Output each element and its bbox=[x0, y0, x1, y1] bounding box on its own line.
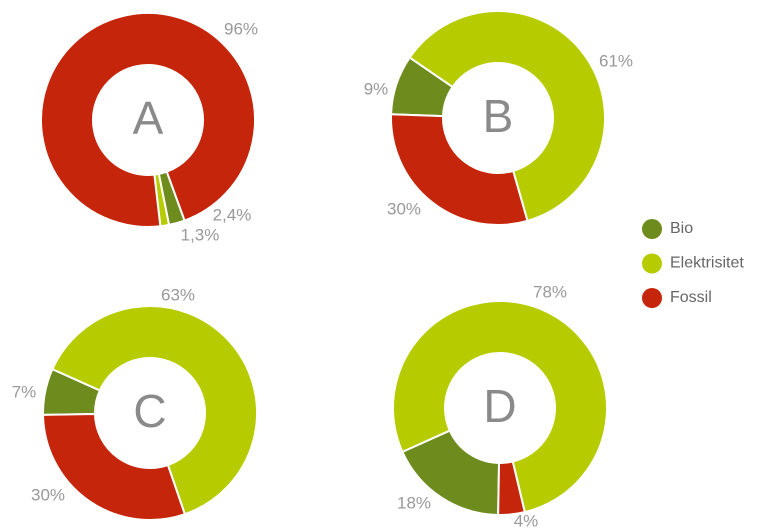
slice bbox=[390, 113, 529, 226]
slice bbox=[41, 412, 187, 521]
value-label: 63% bbox=[161, 285, 195, 304]
legend-swatch bbox=[642, 288, 662, 308]
value-label: 96% bbox=[224, 19, 258, 38]
value-label: 18% bbox=[397, 493, 431, 512]
value-label: 7% bbox=[12, 382, 37, 401]
chart-title: C bbox=[133, 385, 166, 437]
slice bbox=[51, 305, 258, 516]
value-label: 2,4% bbox=[213, 205, 252, 224]
value-label: 1,3% bbox=[181, 225, 220, 244]
value-label: 30% bbox=[31, 485, 65, 504]
slice bbox=[392, 300, 608, 514]
value-label: 4% bbox=[514, 511, 539, 530]
chart-title: B bbox=[483, 90, 514, 142]
value-label: 9% bbox=[364, 79, 389, 98]
slice bbox=[497, 460, 527, 516]
slice bbox=[408, 10, 606, 223]
value-label: 30% bbox=[387, 199, 421, 218]
slice bbox=[40, 12, 256, 228]
legend-label: Elektrisitet bbox=[670, 255, 744, 272]
legend-label: Fossil bbox=[670, 289, 712, 306]
value-label: 78% bbox=[533, 282, 567, 301]
chart-title: D bbox=[483, 380, 516, 432]
legend-swatch bbox=[642, 253, 662, 274]
chart-title: A bbox=[133, 92, 164, 144]
legend-label: Bio bbox=[670, 220, 693, 237]
value-label: 61% bbox=[599, 51, 633, 70]
legend-swatch bbox=[642, 219, 662, 239]
